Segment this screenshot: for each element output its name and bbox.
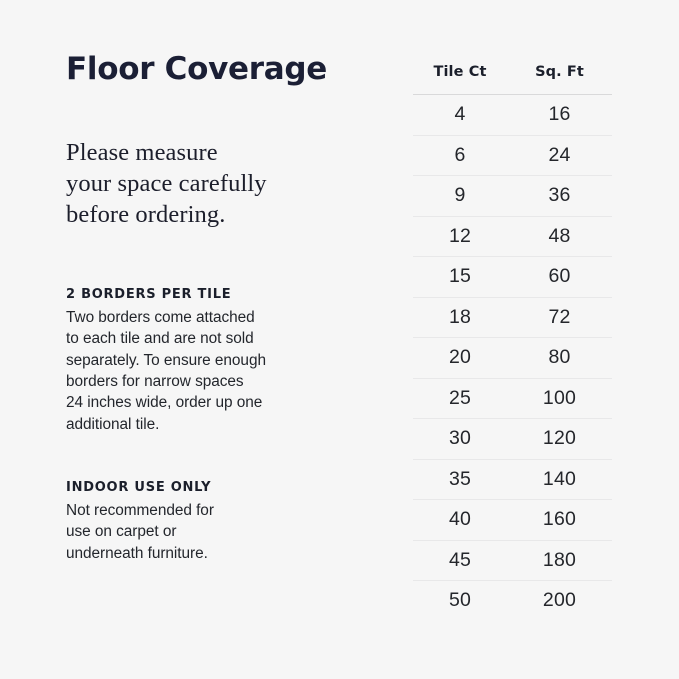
- table-header-row: Tile Ct Sq. Ft: [413, 64, 612, 95]
- cell-tile-ct: 6: [413, 135, 507, 176]
- cell-tile-ct: 20: [413, 337, 507, 379]
- table-row: 25 100: [413, 378, 612, 419]
- cell-sq-ft: 36: [507, 175, 612, 217]
- coverage-table-wrap: Tile Ct Sq. Ft 4 16 6 24 9 36 12 48 15 60 18 72 20 80…: [413, 64, 612, 621]
- cell-tile-ct: 25: [413, 378, 507, 419]
- note-heading: INDOOR USE ONLY: [66, 480, 212, 496]
- table-row: 15 60: [413, 256, 612, 298]
- cell-tile-ct: 9: [413, 175, 507, 217]
- cell-tile-ct: 40: [413, 499, 507, 541]
- table-row: 4 16: [413, 94, 612, 136]
- coverage-table-head: Tile Ct Sq. Ft: [413, 64, 612, 95]
- cell-sq-ft: 140: [507, 459, 612, 500]
- table-row: 18 72: [413, 297, 612, 338]
- table-row: 50 200: [413, 581, 612, 621]
- cell-tile-ct: 15: [413, 256, 507, 298]
- table-row: 20 80: [413, 337, 612, 379]
- table-row: 45 180: [413, 540, 612, 581]
- column-header-sq-ft: Sq. Ft: [507, 64, 612, 95]
- cell-tile-ct: 18: [413, 297, 507, 338]
- table-row: 9 36: [413, 175, 612, 217]
- note-borders-per-tile: 2 BORDERS PER TILE Two borders come atta…: [66, 231, 351, 435]
- cell-sq-ft: 160: [507, 499, 612, 541]
- measure-callout: Please measure your space carefully befo…: [66, 138, 267, 229]
- table-row: 30 120: [413, 418, 612, 460]
- cell-tile-ct: 4: [413, 94, 507, 136]
- column-header-tile-ct: Tile Ct: [413, 64, 507, 95]
- table-row: 12 48: [413, 216, 612, 257]
- table-row: 6 24: [413, 135, 612, 176]
- cell-sq-ft: 60: [507, 256, 612, 298]
- cell-sq-ft: 24: [507, 135, 612, 176]
- cell-sq-ft: 180: [507, 540, 612, 581]
- cell-tile-ct: 12: [413, 216, 507, 257]
- table-row: 40 160: [413, 499, 612, 541]
- coverage-table-body: 4 16 6 24 9 36 12 48 15 60 18 72 20 80 25 100 30 120 35 140…: [413, 94, 612, 621]
- cell-tile-ct: 35: [413, 459, 507, 500]
- cell-sq-ft: 48: [507, 216, 612, 257]
- cell-tile-ct: 30: [413, 418, 507, 460]
- table-row: 35 140: [413, 459, 612, 500]
- cell-tile-ct: 50: [448, 589, 472, 612]
- note-indoor-use-only: INDOOR USE ONLY Not recommended for use …: [66, 435, 351, 564]
- note-body: Not recommended for use on carpet or und…: [66, 502, 214, 562]
- cell-sq-ft: 200: [542, 589, 577, 612]
- note-heading: 2 BORDERS PER TILE: [66, 286, 232, 302]
- cell-sq-ft: 16: [507, 94, 612, 136]
- cell-sq-ft: 120: [507, 418, 612, 460]
- cell-tile-ct: 45: [413, 540, 507, 581]
- page-title: Floor Coverage: [66, 51, 327, 87]
- coverage-table: Tile Ct Sq. Ft 4 16 6 24 9 36 12 48 15 60 18 72 20 80…: [413, 64, 612, 621]
- cell-sq-ft: 80: [507, 337, 612, 379]
- info-column: Floor Coverage Please measure your space…: [66, 52, 351, 564]
- note-body: Two borders come attached to each tile a…: [66, 308, 266, 433]
- cell-sq-ft: 100: [507, 378, 612, 419]
- cell-sq-ft: 72: [507, 297, 612, 338]
